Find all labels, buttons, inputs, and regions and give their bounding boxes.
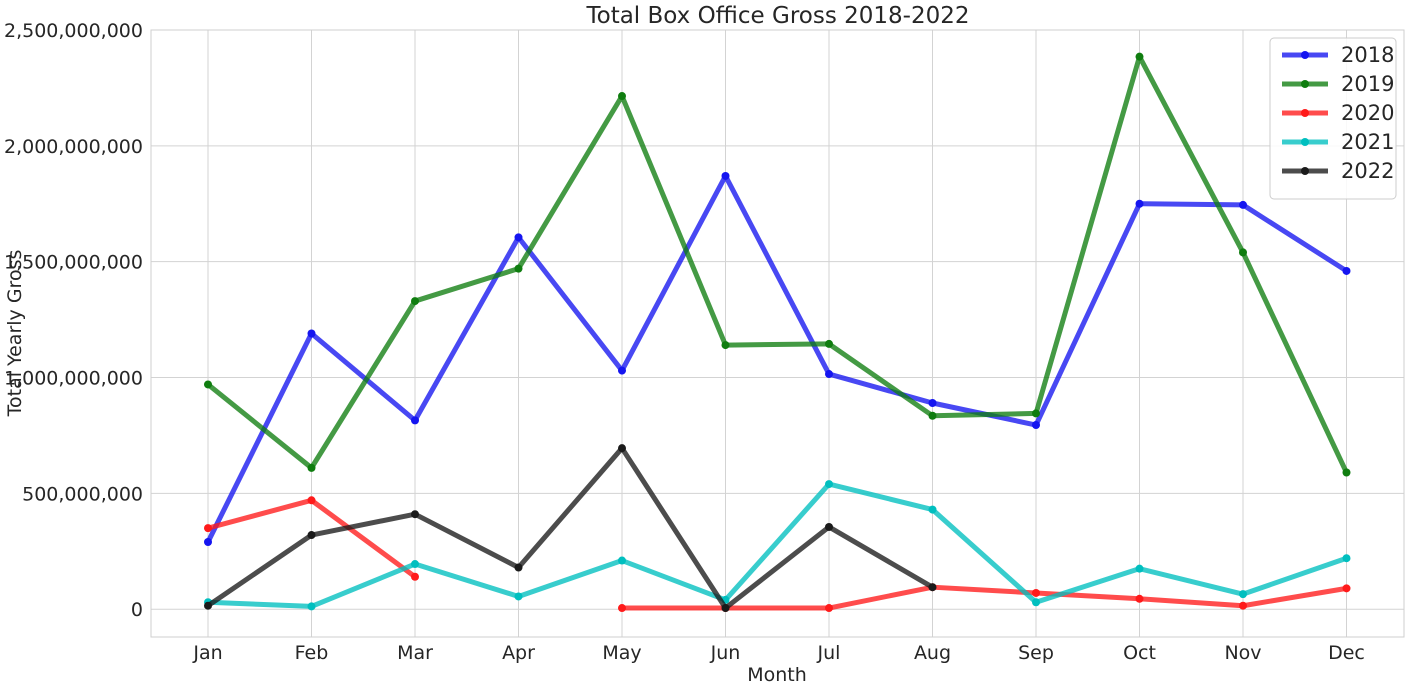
y-tick-label: 2,000,000,000 (4, 136, 143, 158)
data-point (721, 341, 730, 350)
data-point (514, 233, 523, 242)
x-tick-label: Oct (1123, 642, 1156, 664)
y-tick-label: 2,500,000,000 (4, 20, 143, 42)
data-point (411, 510, 419, 519)
data-point (204, 538, 212, 547)
series-2018 (204, 171, 1351, 547)
data-point (618, 556, 626, 565)
series-2021 (204, 480, 1351, 611)
data-point (618, 92, 626, 101)
legend-box (1269, 37, 1397, 200)
grid-lines (151, 29, 1404, 637)
data-point (514, 563, 523, 572)
data-point (825, 480, 833, 489)
data-point (204, 601, 212, 610)
data-point (204, 524, 212, 533)
data-point (1342, 266, 1351, 275)
data-point (618, 366, 626, 375)
x-tick-label: Apr (502, 642, 535, 664)
data-point (1135, 52, 1144, 61)
data-point (1342, 584, 1351, 593)
legend-marker (1301, 167, 1309, 175)
data-point (1239, 601, 1247, 610)
data-point (411, 297, 419, 306)
data-point (721, 604, 730, 613)
data-point (307, 602, 316, 611)
x-tick-label: Jul (817, 642, 841, 664)
data-point (411, 416, 419, 425)
y-axis-label: Total Yearly Gross (4, 250, 26, 418)
data-point (618, 444, 626, 453)
tick-labels: 0 500,000,000 1,000,000,000 1,500,000,000 2,… (4, 20, 1365, 664)
legend-label: 2019 (1341, 72, 1394, 96)
data-point (825, 604, 833, 613)
data-point (1342, 468, 1351, 477)
data-point (307, 496, 316, 505)
y-tick-label: 1,000,000,000 (4, 368, 143, 390)
x-tick-label: Sep (1018, 642, 1054, 664)
series-lines (204, 52, 1351, 613)
x-tick-label: Dec (1328, 642, 1365, 664)
x-tick-label: Jan (192, 642, 222, 664)
data-point (514, 264, 523, 273)
x-tick-label: Feb (295, 642, 329, 664)
plot-frame (150, 29, 1405, 638)
y-tick-label: 1,500,000,000 (4, 252, 143, 274)
data-point (928, 399, 937, 408)
data-point (1135, 594, 1144, 603)
legend-label: 2018 (1341, 43, 1394, 67)
data-point (928, 411, 937, 420)
x-tick-label: Nov (1224, 642, 1261, 664)
chart-title: Total Box Office Gross 2018-2022 (585, 3, 969, 29)
legend-marker (1301, 51, 1309, 59)
series-2019 (204, 52, 1351, 477)
legend: 2018 2019 2020 2021 2022 (1269, 37, 1397, 200)
series-2022 (204, 444, 937, 613)
x-axis-label: Month (747, 664, 807, 686)
data-point (928, 505, 937, 514)
x-tick-label: May (602, 642, 641, 664)
series-line (205, 173, 1349, 545)
legend-label: 2022 (1341, 159, 1394, 183)
legend-marker (1301, 109, 1309, 117)
series-line (619, 584, 1349, 611)
data-point (1032, 598, 1040, 607)
data-point (618, 604, 626, 613)
data-point (411, 572, 419, 581)
data-point (825, 339, 833, 348)
data-point (1032, 421, 1040, 430)
series-line (205, 481, 1349, 609)
series-line (205, 445, 935, 611)
y-tick-label: 0 (131, 599, 143, 621)
data-point (411, 560, 419, 569)
legend-label: 2021 (1341, 130, 1394, 154)
x-tick-label: Mar (397, 642, 433, 664)
x-tick-label: Aug (914, 642, 951, 664)
data-point (1032, 588, 1040, 597)
data-point (1239, 248, 1247, 257)
data-point (514, 592, 523, 601)
series-line (205, 54, 1349, 476)
legend-marker (1301, 80, 1309, 88)
series-2020 (204, 496, 1351, 613)
data-point (1342, 554, 1351, 563)
data-point (928, 583, 937, 592)
data-point (307, 531, 316, 540)
data-point (307, 463, 316, 472)
data-point (1135, 564, 1144, 573)
data-point (825, 370, 833, 379)
data-point (1239, 200, 1247, 209)
data-point (1135, 199, 1144, 208)
data-point (307, 329, 316, 338)
data-point (204, 380, 212, 389)
legend-label: 2020 (1341, 101, 1394, 125)
y-tick-label: 500,000,000 (22, 483, 143, 505)
data-point (825, 522, 833, 531)
data-point (721, 171, 730, 180)
data-point (1032, 409, 1040, 418)
data-point (1239, 590, 1247, 599)
x-tick-label: Jun (710, 642, 741, 664)
legend-marker (1301, 138, 1309, 146)
